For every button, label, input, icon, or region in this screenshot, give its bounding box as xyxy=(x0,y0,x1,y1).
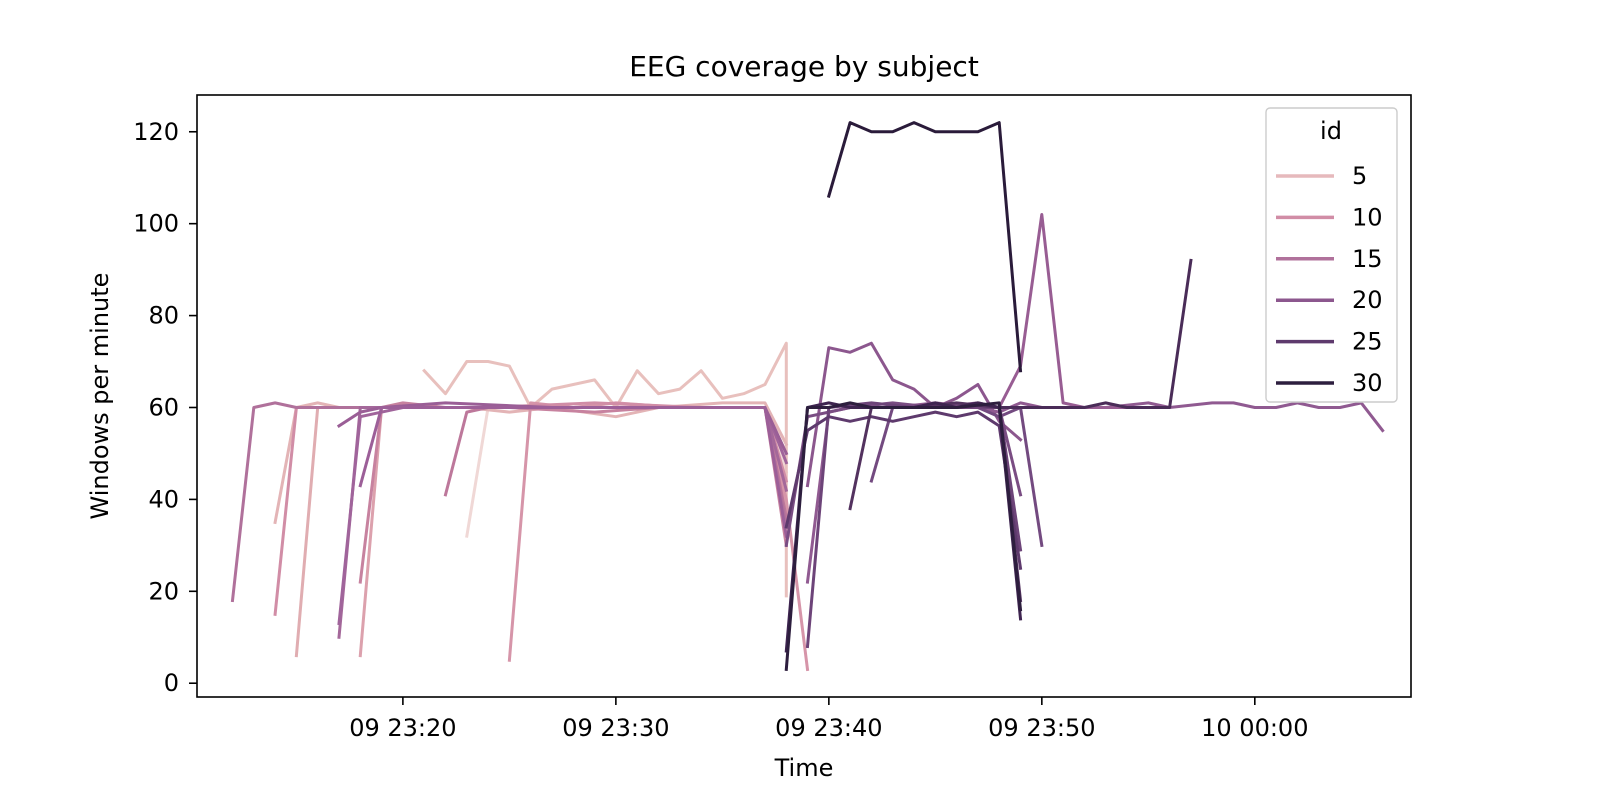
series-line-24 xyxy=(784,401,1023,653)
legend-label: 5 xyxy=(1352,162,1367,190)
series-line-17 xyxy=(997,213,1129,410)
series-line-5 xyxy=(358,406,789,658)
legend-label: 30 xyxy=(1352,369,1383,397)
series-line-11 xyxy=(337,406,789,639)
series-line-8 xyxy=(358,401,789,584)
x-axis: 09 23:20 09 23:30 09 23:40 09 23:50 10 00:00 xyxy=(349,697,1308,742)
series-line-15 xyxy=(805,341,1023,488)
x-tick-label: 09 23:50 xyxy=(988,714,1095,742)
y-tick-label: 100 xyxy=(133,210,179,238)
series-line-25 xyxy=(784,401,1023,672)
plot-area-frame xyxy=(196,94,1412,698)
x-axis-label: Time xyxy=(774,754,834,782)
series-line-6 xyxy=(507,401,810,672)
series-line-3 xyxy=(273,401,789,525)
x-tick-label: 09 23:30 xyxy=(562,714,669,742)
y-tick-label: 20 xyxy=(148,577,179,605)
y-tick-label: 60 xyxy=(148,393,179,421)
series-line-22 xyxy=(848,401,1023,603)
series-line-14 xyxy=(358,406,789,538)
series-layer xyxy=(230,121,1385,672)
chart-title: EEG coverage by subject xyxy=(629,50,979,83)
series-line-1 xyxy=(465,401,789,538)
series-line-21 xyxy=(784,410,1023,571)
series-line-23 xyxy=(997,258,1193,409)
y-tick-label: 80 xyxy=(148,302,179,330)
series-line-16 xyxy=(805,401,1385,584)
x-tick-label: 09 23:20 xyxy=(349,714,456,742)
legend-label: 25 xyxy=(1352,328,1383,356)
y-tick-label: 0 xyxy=(164,669,179,697)
y-tick-label: 120 xyxy=(133,118,179,146)
legend-box xyxy=(1265,107,1398,403)
series-line-20 xyxy=(805,401,1023,649)
series-line-26 xyxy=(826,121,1023,373)
legend-label: 15 xyxy=(1352,245,1383,273)
series-line-9 xyxy=(443,406,789,520)
legend-label: 10 xyxy=(1352,203,1383,231)
x-tick-label: 10 00:00 xyxy=(1201,714,1308,742)
x-tick-label: 09 23:40 xyxy=(775,714,882,742)
y-tick-label: 40 xyxy=(148,485,179,513)
legend: id 5 10 15 20 25 30 xyxy=(1265,107,1398,403)
legend-entries: 5 10 15 20 25 30 xyxy=(1276,162,1383,397)
legend-label: 20 xyxy=(1352,286,1383,314)
legend-title: id xyxy=(1320,117,1342,145)
y-axis: 0 20 40 60 80 100 120 xyxy=(133,118,197,697)
series-line-12 xyxy=(337,406,789,626)
y-axis-label: Windows per minute xyxy=(86,273,114,520)
